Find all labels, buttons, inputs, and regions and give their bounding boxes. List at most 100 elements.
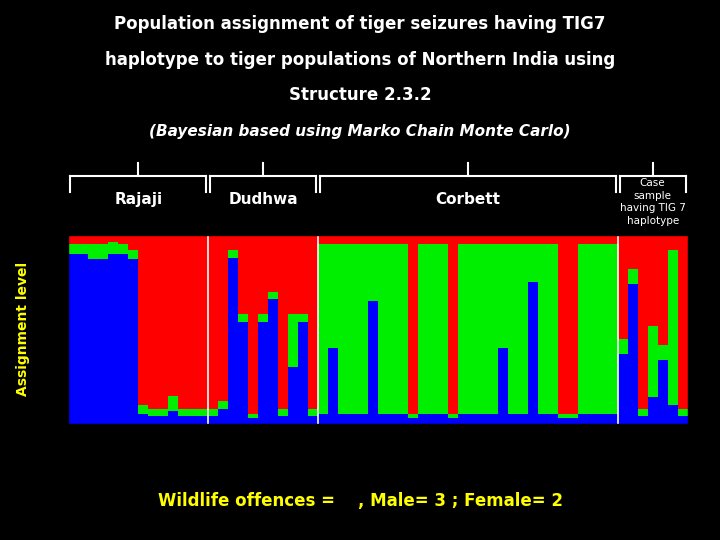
- Bar: [478, 235, 488, 244]
- Bar: [468, 244, 478, 415]
- Bar: [128, 235, 138, 250]
- Bar: [368, 244, 378, 301]
- Bar: [188, 416, 198, 424]
- Bar: [608, 235, 618, 244]
- Bar: [298, 314, 308, 322]
- Bar: [198, 409, 208, 416]
- Bar: [128, 260, 138, 424]
- Bar: [568, 235, 577, 415]
- Bar: [89, 244, 99, 260]
- Bar: [99, 244, 108, 260]
- Bar: [438, 244, 448, 415]
- Bar: [318, 244, 328, 415]
- Bar: [598, 235, 608, 244]
- Bar: [318, 235, 328, 244]
- Bar: [218, 235, 228, 401]
- Bar: [418, 415, 428, 424]
- Bar: [78, 245, 89, 254]
- Bar: [638, 409, 648, 416]
- Bar: [198, 416, 208, 424]
- Bar: [638, 235, 648, 409]
- Bar: [179, 409, 188, 416]
- Bar: [298, 235, 308, 314]
- Bar: [598, 244, 608, 415]
- Bar: [118, 254, 128, 424]
- Bar: [118, 235, 128, 244]
- Bar: [577, 415, 588, 424]
- Bar: [568, 415, 577, 418]
- Bar: [188, 409, 198, 416]
- Bar: [358, 415, 368, 424]
- Bar: [657, 360, 667, 424]
- Bar: [528, 244, 538, 282]
- Bar: [458, 415, 468, 424]
- Bar: [338, 235, 348, 244]
- Bar: [667, 250, 678, 405]
- Bar: [408, 235, 418, 415]
- Bar: [328, 244, 338, 348]
- Bar: [667, 405, 678, 424]
- Bar: [308, 409, 318, 416]
- Bar: [458, 244, 468, 415]
- Bar: [168, 235, 179, 395]
- Bar: [89, 260, 99, 424]
- Bar: [99, 260, 108, 424]
- Text: Wildlife offences =    , Male= 3 ; Female= 2: Wildlife offences = , Male= 3 ; Female= …: [158, 492, 562, 510]
- Text: Case
sample
having TIG 7
haplotype: Case sample having TIG 7 haplotype: [620, 178, 685, 226]
- Bar: [148, 416, 158, 424]
- Bar: [498, 244, 508, 348]
- Bar: [618, 235, 628, 339]
- Bar: [218, 401, 228, 409]
- Bar: [158, 235, 168, 409]
- Bar: [179, 416, 188, 424]
- Text: Corbett: Corbett: [436, 192, 500, 207]
- Bar: [278, 416, 288, 424]
- Bar: [268, 235, 278, 292]
- Bar: [428, 415, 438, 424]
- Bar: [628, 269, 638, 284]
- Bar: [488, 244, 498, 415]
- Text: Population assignment of tiger seizures having TIG7: Population assignment of tiger seizures …: [114, 15, 606, 33]
- Bar: [538, 244, 548, 415]
- Bar: [588, 415, 598, 424]
- Bar: [78, 235, 89, 244]
- Bar: [548, 244, 558, 415]
- Bar: [278, 409, 288, 416]
- Bar: [108, 254, 118, 424]
- Bar: [168, 395, 179, 410]
- Bar: [108, 235, 118, 242]
- Bar: [298, 322, 308, 424]
- Bar: [248, 418, 258, 424]
- Bar: [388, 235, 398, 244]
- Bar: [588, 235, 598, 244]
- Bar: [248, 415, 258, 418]
- Bar: [548, 235, 558, 244]
- Bar: [408, 418, 418, 424]
- Bar: [478, 244, 488, 415]
- Bar: [198, 235, 208, 409]
- Bar: [268, 292, 278, 299]
- Bar: [648, 235, 657, 326]
- Bar: [238, 235, 248, 314]
- Bar: [498, 235, 508, 244]
- Bar: [468, 235, 478, 244]
- Bar: [618, 339, 628, 354]
- Bar: [308, 235, 318, 409]
- Bar: [238, 322, 248, 424]
- Bar: [448, 235, 458, 415]
- Bar: [428, 235, 438, 244]
- Bar: [308, 416, 318, 424]
- Bar: [588, 244, 598, 415]
- Bar: [68, 254, 78, 424]
- Bar: [228, 250, 238, 258]
- Bar: [508, 244, 518, 415]
- Bar: [218, 409, 228, 424]
- Bar: [108, 242, 118, 254]
- Bar: [618, 354, 628, 424]
- Bar: [577, 235, 588, 244]
- Bar: [438, 235, 448, 244]
- Bar: [118, 245, 128, 254]
- Bar: [558, 415, 568, 418]
- Bar: [538, 235, 548, 244]
- Bar: [558, 235, 568, 415]
